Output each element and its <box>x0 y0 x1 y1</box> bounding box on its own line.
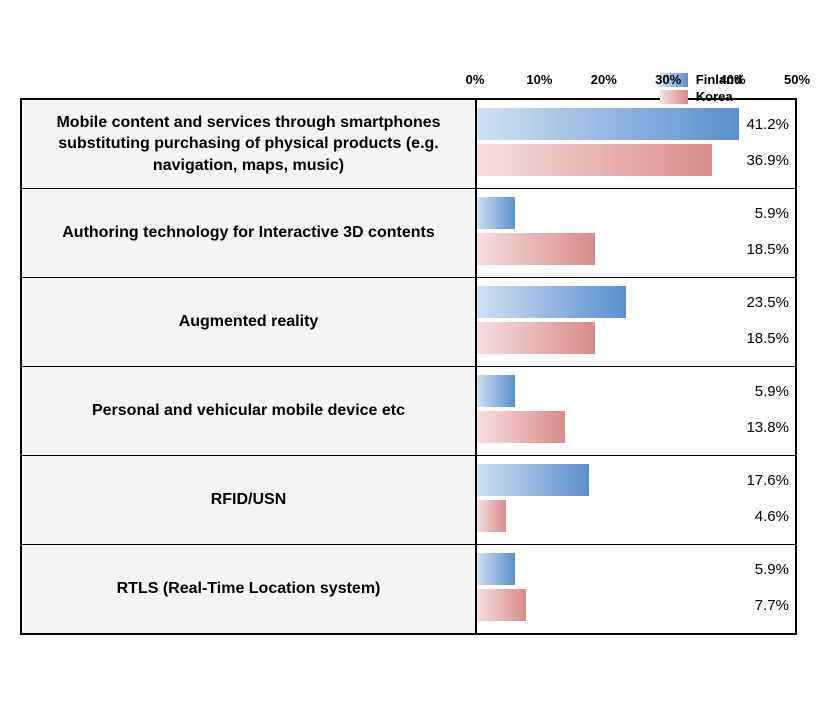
value-label: 18.5% <box>746 241 789 258</box>
bar-finland <box>477 553 515 585</box>
bar-korea <box>477 411 565 443</box>
bar-slot: 18.5% <box>477 322 795 354</box>
category-label: RTLS (Real-Time Location system) <box>22 545 477 633</box>
category-label: Augmented reality <box>22 278 477 366</box>
bar-korea <box>477 589 526 621</box>
table-row: Personal and vehicular mobile device etc… <box>22 367 795 456</box>
value-label: 41.2% <box>746 116 789 133</box>
bar-finland <box>477 375 515 407</box>
value-label: 13.8% <box>746 419 789 436</box>
bar-finland <box>477 108 739 140</box>
bar-group: 41.2% 36.9% <box>477 100 795 188</box>
category-label: Personal and vehicular mobile device etc <box>22 367 477 455</box>
bar-group: 5.9% 7.7% <box>477 545 795 633</box>
category-label: Authoring technology for Interactive 3D … <box>22 189 477 277</box>
value-label: 17.6% <box>746 472 789 489</box>
x-axis: 0%10%20%30%40%50% <box>20 72 797 92</box>
table-row: Authoring technology for Interactive 3D … <box>22 189 795 278</box>
value-label: 5.9% <box>755 383 789 400</box>
axis-tick: 20% <box>591 72 617 87</box>
bar-slot: 41.2% <box>477 108 795 140</box>
table-row: RFID/USN 17.6% 4.6% <box>22 456 795 545</box>
bar-korea <box>477 144 712 176</box>
table-row: Augmented reality 23.5% 18.5% <box>22 278 795 367</box>
value-label: 5.9% <box>755 561 789 578</box>
value-label: 36.9% <box>746 152 789 169</box>
value-label: 4.6% <box>755 508 789 525</box>
bar-slot: 4.6% <box>477 500 795 532</box>
table-row: Mobile content and services through smar… <box>22 100 795 189</box>
table-row: RTLS (Real-Time Location system) 5.9% 7.7% <box>22 545 795 633</box>
bar-korea <box>477 322 595 354</box>
category-label: RFID/USN <box>22 456 477 544</box>
bar-finland <box>477 464 589 496</box>
bar-slot: 23.5% <box>477 286 795 318</box>
value-label: 18.5% <box>746 330 789 347</box>
bar-slot: 17.6% <box>477 464 795 496</box>
bar-slot: 5.9% <box>477 375 795 407</box>
bar-group: 5.9% 18.5% <box>477 189 795 277</box>
axis-tick: 0% <box>466 72 485 87</box>
bar-slot: 36.9% <box>477 144 795 176</box>
bar-finland <box>477 286 626 318</box>
bar-korea <box>477 500 506 532</box>
category-label: Mobile content and services through smar… <box>22 100 477 188</box>
bar-finland <box>477 197 515 229</box>
bar-slot: 7.7% <box>477 589 795 621</box>
bar-group: 17.6% 4.6% <box>477 456 795 544</box>
bar-group: 5.9% 13.8% <box>477 367 795 455</box>
bar-korea <box>477 233 595 265</box>
axis-tick: 10% <box>526 72 552 87</box>
bar-slot: 5.9% <box>477 553 795 585</box>
axis-tick: 30% <box>655 72 681 87</box>
value-label: 7.7% <box>755 597 789 614</box>
axis-tick: 40% <box>720 72 746 87</box>
value-label: 5.9% <box>755 205 789 222</box>
axis-tick: 50% <box>784 72 810 87</box>
bar-slot: 13.8% <box>477 411 795 443</box>
bar-group: 23.5% 18.5% <box>477 278 795 366</box>
bar-slot: 5.9% <box>477 197 795 229</box>
value-label: 23.5% <box>746 294 789 311</box>
bar-slot: 18.5% <box>477 233 795 265</box>
chart-body: Mobile content and services through smar… <box>20 98 797 635</box>
comparison-bar-chart: Finland Korea 0%10%20%30%40%50% Mobile c… <box>20 72 797 635</box>
